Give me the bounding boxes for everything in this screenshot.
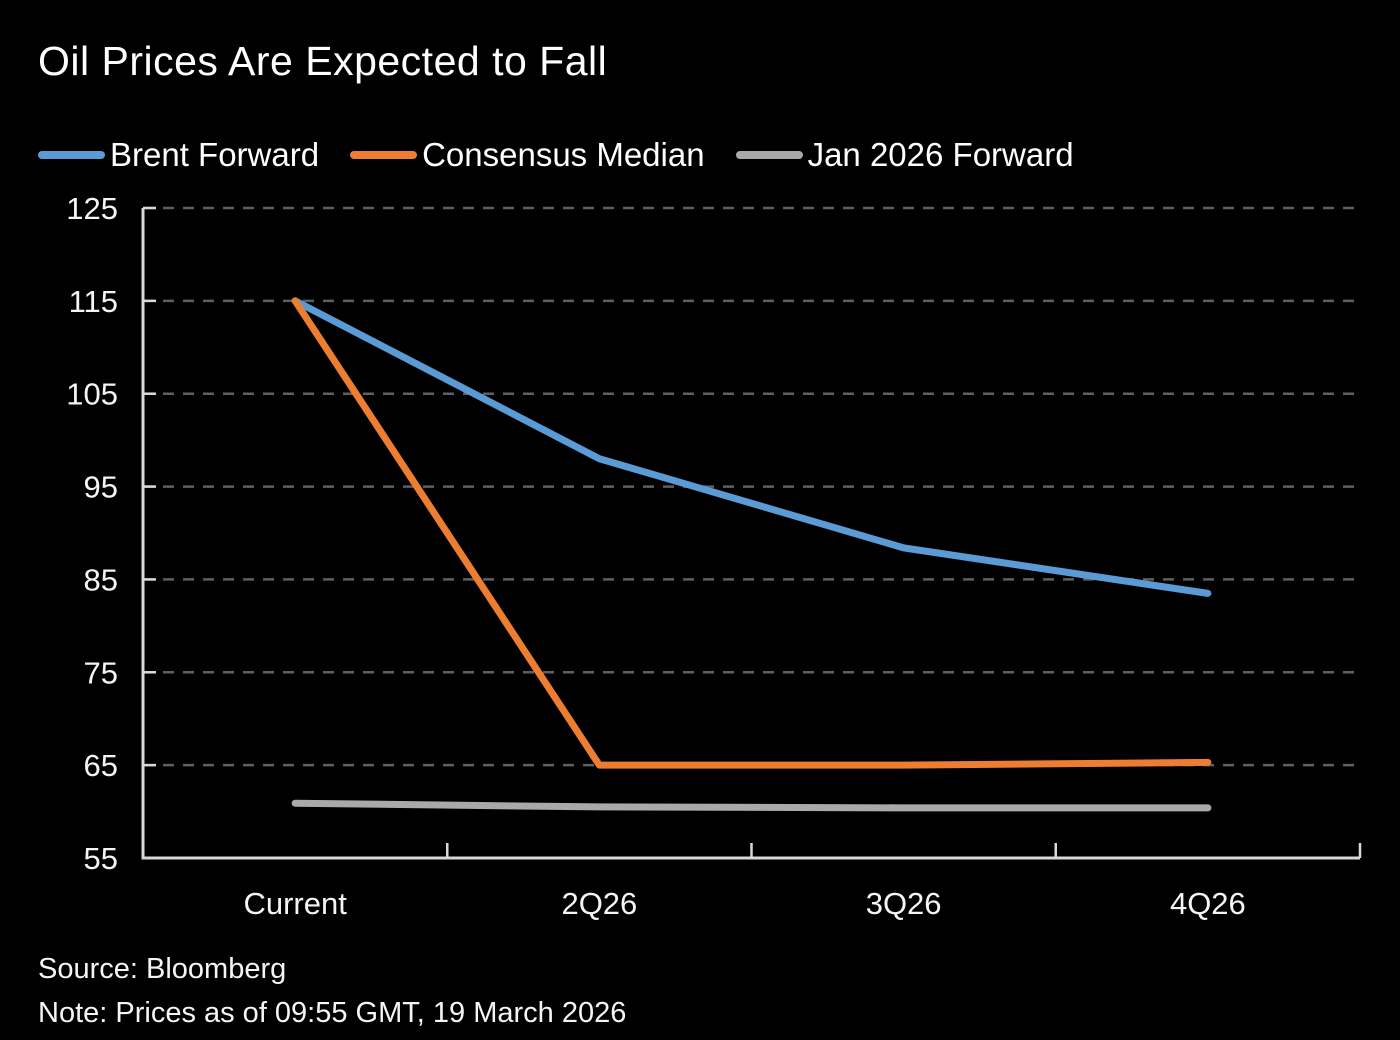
chart-title: Oil Prices Are Expected to Fall (38, 38, 608, 84)
svg-text:105: 105 (66, 377, 118, 412)
legend-label-jan-2026-forward: Jan 2026 Forward (807, 136, 1074, 173)
svg-text:115: 115 (69, 284, 118, 319)
consensus-median-line-swatch-icon (350, 151, 418, 159)
legend-label-brent-forward: Brent Forward (110, 136, 320, 173)
brent-forward-line-swatch-icon (38, 151, 105, 159)
note-text: Note: Prices as of 09:55 GMT, 19 March 2… (38, 997, 627, 1029)
legend-label-consensus-median: Consensus Median (422, 136, 705, 173)
svg-text:55: 55 (84, 841, 118, 876)
svg-text:2Q26: 2Q26 (561, 886, 637, 921)
source-text: Source: Bloomberg (38, 953, 287, 985)
svg-text:4Q26: 4Q26 (1170, 886, 1246, 921)
svg-text:95: 95 (84, 470, 118, 505)
legend: Brent Forward Consensus Median Jan 2026 … (38, 136, 1074, 174)
svg-text:75: 75 (84, 655, 118, 690)
svg-text:85: 85 (84, 562, 118, 597)
legend-item-jan-2026-forward: Jan 2026 Forward (735, 136, 1074, 174)
legend-item-brent-forward: Brent Forward (38, 136, 319, 174)
jan-2026-forward-line-swatch-icon (735, 151, 803, 159)
legend-item-consensus-median: Consensus Median (350, 136, 705, 174)
svg-text:Current: Current (243, 886, 347, 921)
svg-text:65: 65 (84, 748, 118, 783)
svg-text:125: 125 (66, 191, 118, 226)
svg-text:3Q26: 3Q26 (866, 886, 942, 921)
